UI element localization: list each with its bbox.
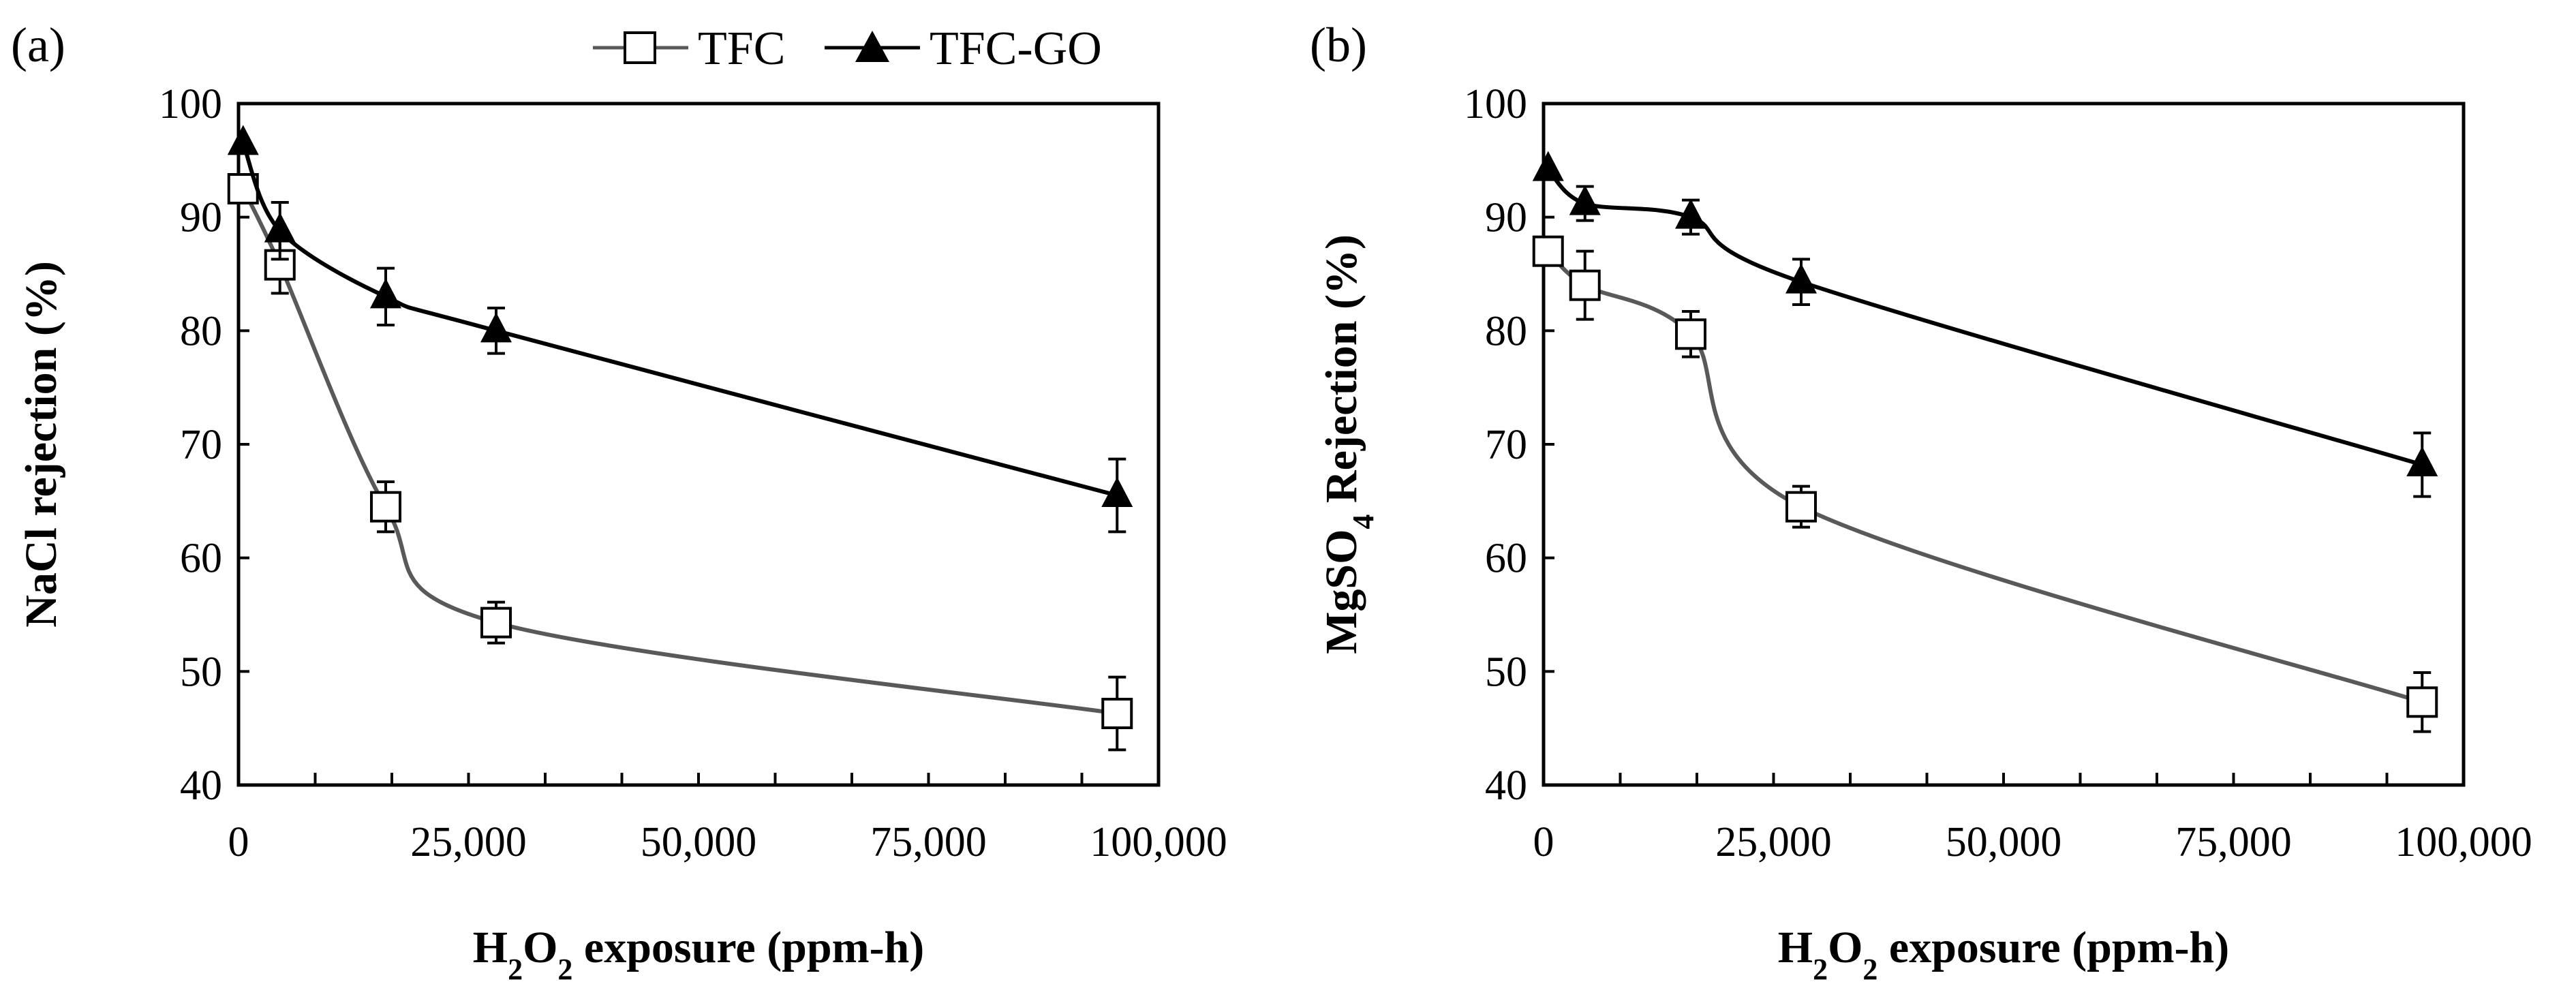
y-tick-label-a-60: 60: [180, 536, 222, 582]
data-point-tfcgo-b-1: [1569, 185, 1601, 215]
x-tick-label-a-0: 0: [228, 819, 249, 865]
data-point-tfcgo-a-1: [264, 212, 296, 243]
x-title-sub1-b: 2: [1813, 953, 1828, 984]
panel-label-a: (a): [11, 18, 65, 72]
y-tick-label-a-70: 70: [180, 422, 222, 468]
x-tick-label-a-3: 75,000: [870, 819, 987, 865]
x-title-sub2-b: 2: [1862, 953, 1877, 984]
data-point-tfcgo-a-0: [227, 125, 259, 155]
y-tick-label-b-50: 50: [1485, 649, 1527, 695]
y-title-rest-b: Rejection (%): [1317, 234, 1366, 514]
data-point-tfc-b-1: [1569, 269, 1601, 301]
x-title-o-a: O: [523, 923, 557, 972]
data-point-tfc-a-2: [370, 491, 401, 523]
y-tick-label-b-80: 80: [1485, 308, 1527, 354]
y-tick-label-b-70: 70: [1485, 422, 1527, 468]
x-tick-label-b-1: 25,000: [1715, 819, 1832, 865]
data-point-tfcgo-a-2: [370, 278, 401, 309]
x-title-sub2-a: 2: [557, 953, 572, 984]
x-tick-label-a-1: 25,000: [410, 819, 527, 865]
y-title-sub-b: 4: [1347, 514, 1380, 529]
x-title-sub1-a: 2: [508, 953, 523, 984]
y-tick-label-b-90: 90: [1485, 195, 1527, 241]
data-point-tfc-b-3: [1785, 491, 1817, 523]
y-tick-label-a-40: 40: [180, 763, 222, 809]
data-point-tfcgo-b-0: [1532, 151, 1564, 181]
data-point-tfcgo-b-3: [1785, 263, 1817, 294]
series-line-tfcgo-a: [241, 142, 1118, 497]
x-tick-label-b-3: 75,000: [2175, 819, 2292, 865]
x-tick-label-b-2: 50,000: [1946, 819, 2062, 865]
legend: TFC TFC-GO: [593, 22, 1102, 75]
panel-a: (a) 40 50 60 70 80 90 100 0 25,000 50,000 75,000 1…: [11, 18, 1227, 984]
series-area-a: [227, 125, 1133, 752]
y-axis-title-b: MgSO4 Rejection (%): [1317, 234, 1380, 654]
x-tick-label-b-0: 0: [1533, 819, 1554, 865]
x-tick-label-b-4: 100,000: [2395, 819, 2532, 865]
legend-tfc-label: TFC: [698, 22, 785, 75]
data-point-tfc-b-4: [2406, 686, 2438, 718]
x-title-h-a: H: [473, 923, 508, 972]
x-tick-label-a-4: 100,000: [1090, 819, 1227, 865]
y-axis-title-a: NaCl rejection (%): [16, 261, 66, 628]
y-tick-label-b-60: 60: [1485, 536, 1527, 582]
y-tick-label-a-100: 100: [159, 81, 222, 127]
x-axis-a: 0 25,000 50,000 75,000 100,000: [228, 773, 1227, 865]
y-tick-label-a-80: 80: [180, 308, 222, 354]
y-axis-a: 40 50 60 70 80 90 100: [159, 81, 249, 809]
x-axis-b: 0 25,000 50,000 75,000 100,000: [1533, 773, 2532, 865]
x-tick-label-a-2: 50,000: [641, 819, 757, 865]
data-point-tfcgo-b-4: [2406, 446, 2438, 476]
x-axis-title-b: H2O2 exposure (ppm-h): [1778, 923, 2230, 984]
series-line-tfc-a: [241, 187, 1118, 716]
y-tick-label-b-40: 40: [1485, 763, 1527, 809]
series-line-tfcgo-b: [1546, 168, 2423, 467]
x-axis-title-a: H2O2 exposure (ppm-h): [473, 923, 925, 984]
data-point-tfcgo-a-3: [480, 312, 512, 343]
panel-label-b: (b): [1310, 18, 1367, 72]
y-tick-label-a-50: 50: [180, 649, 222, 695]
plot-frame-b: [1542, 102, 2466, 787]
y-title-mgso-b: MgSO: [1317, 529, 1366, 654]
plot-frame-a: [236, 102, 1161, 787]
x-title-o-b: O: [1828, 923, 1862, 972]
y-axis-b: 40 50 60 70 80 90 100: [1464, 81, 1554, 809]
data-point-tfc-a-4: [1101, 698, 1133, 729]
data-point-tfc-b-2: [1675, 318, 1706, 350]
x-title-rest-a: exposure (ppm-h): [572, 923, 924, 972]
y-tick-label-a-90: 90: [180, 195, 222, 241]
legend-tfcgo-label: TFC-GO: [930, 22, 1102, 75]
x-title-h-b: H: [1778, 923, 1813, 972]
panel-b: (b) 40 50 60 70 80 90 100 0 25,000 50,000 75,000 1…: [1310, 18, 2532, 984]
y-tick-label-b-100: 100: [1464, 81, 1527, 127]
data-point-tfcgo-b-2: [1675, 198, 1706, 229]
data-point-tfc-b-0: [1532, 235, 1564, 267]
legend-tfc-marker: [624, 31, 656, 64]
data-point-tfcgo-a-4: [1101, 477, 1133, 507]
x-title-rest-b: exposure (ppm-h): [1877, 923, 2229, 972]
data-point-tfc-a-3: [480, 606, 512, 639]
legend-tfcgo-marker: [855, 31, 889, 62]
series-area-b: [1532, 151, 2438, 733]
